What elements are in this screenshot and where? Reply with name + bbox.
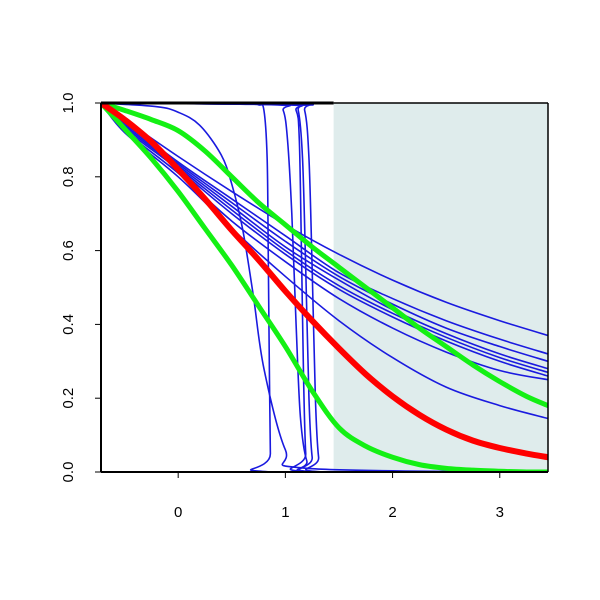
x-tick-label: 1 bbox=[281, 504, 289, 521]
series-line-9 bbox=[101, 103, 548, 472]
x-axis: 0 1 2 3 bbox=[174, 472, 504, 521]
plot-frame bbox=[100, 101, 549, 473]
series-line-6 bbox=[101, 103, 548, 377]
y-tick-label: 0.6 bbox=[60, 240, 77, 261]
series-line-5 bbox=[101, 103, 548, 374]
x-tick-label: 3 bbox=[496, 504, 504, 521]
y-tick-label: 0.2 bbox=[60, 388, 77, 409]
series-line-16 bbox=[101, 103, 548, 472]
y-axis: 0.0 0.2 0.4 0.6 0.8 1.0 bbox=[60, 93, 101, 483]
x-tick-label: 2 bbox=[388, 504, 396, 521]
y-tick-label: 0.4 bbox=[60, 314, 77, 335]
y-tick-label: 1.0 bbox=[60, 93, 77, 114]
series-line-17 bbox=[101, 103, 548, 461]
y-tick-label: 0.8 bbox=[60, 166, 77, 187]
y-tick-label: 0.0 bbox=[60, 462, 77, 483]
x-tick-label: 0 bbox=[174, 504, 182, 521]
series-line-15 bbox=[101, 103, 548, 409]
